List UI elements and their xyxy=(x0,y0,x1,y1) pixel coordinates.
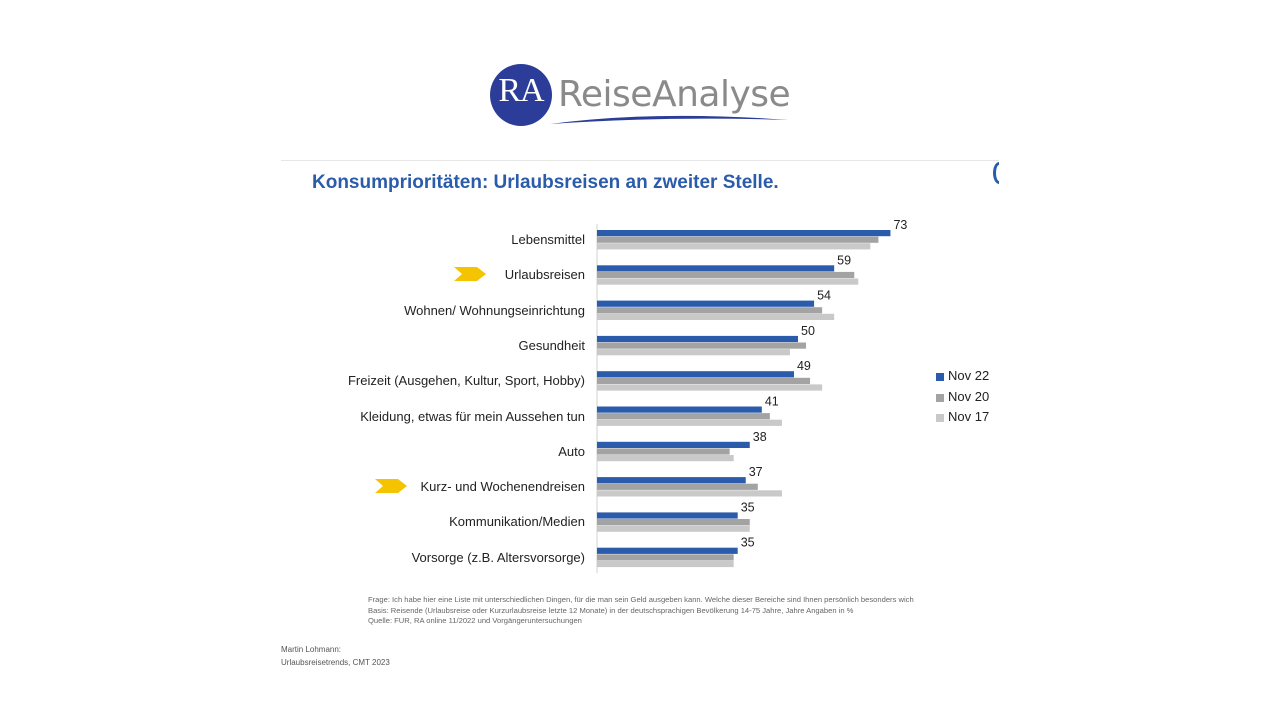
logo-initials: RA xyxy=(498,72,544,109)
bar-nov-20 xyxy=(597,342,807,349)
logo-circle xyxy=(490,64,552,126)
bar-nov-20 xyxy=(597,377,811,384)
legend-label: Nov 22 xyxy=(948,368,990,383)
bar-nov-20 xyxy=(597,483,758,490)
author-name: Martin Lohmann: xyxy=(281,645,342,654)
author-credit: Martin Lohmann: Urlaubsreisetrends, CMT … xyxy=(281,644,390,669)
yellow-chevron-arrow-icon xyxy=(375,479,407,494)
bar-nov-20 xyxy=(597,307,823,314)
divider xyxy=(281,160,999,161)
bar-nov-17 xyxy=(597,384,823,391)
bar-nov-20 xyxy=(597,448,730,455)
bar-chart: 73 59 54 50 49 41 38 37 35 35 xyxy=(596,218,907,573)
logo-swoosh-icon xyxy=(550,115,788,124)
category-label: Lebensmittel xyxy=(511,232,585,247)
bar-nov-22 xyxy=(597,547,738,554)
note-question: Frage: Ich habe hier eine Liste mit unte… xyxy=(368,595,914,604)
corner-mark xyxy=(993,162,999,184)
bar-nov-17 xyxy=(597,313,835,320)
category-label: Vorsorge (z.B. Altersvorsorge) xyxy=(411,549,585,565)
legend-label: Nov 17 xyxy=(948,409,990,424)
bar-nov-22 xyxy=(597,406,762,413)
category-label: Freizeit (Ausgehen, Kultur, Sport, Hobby… xyxy=(347,373,585,389)
category-label: Wohnen/ Wohnungseinrichtung xyxy=(404,302,585,318)
category-label: Gesundheit xyxy=(518,337,586,353)
bar-nov-20 xyxy=(597,554,734,561)
chart-slide: Konsumprioritäten: Urlaubsreisen an zwei… xyxy=(281,160,999,680)
category-label: Auto xyxy=(558,443,585,459)
legend-swatch xyxy=(936,373,944,381)
bar-nov-22 xyxy=(597,477,746,484)
chart-title: Konsumprioritäten: Urlaubsreisen an zwei… xyxy=(312,172,779,193)
logo-wordmark: ReiseAnalyse xyxy=(558,74,791,115)
data-label: 73 xyxy=(893,218,907,232)
bar-nov-17 xyxy=(597,419,782,426)
bar-nov-20 xyxy=(597,271,855,279)
yellow-chevron-arrow-icon xyxy=(454,267,487,282)
legend-label: Nov 20 xyxy=(948,388,990,404)
bar-nov-17 xyxy=(597,525,750,532)
bar-nov-22 xyxy=(597,441,750,448)
author-talk: Urlaubsreisetrends, CMT 2023 xyxy=(281,657,390,667)
bar-nov-22 xyxy=(597,230,891,237)
reiseanalyse-logo: RA ReiseAnalyse xyxy=(488,62,798,134)
category-label: Kurz- und Wochenendreisen xyxy=(420,479,585,495)
data-label: 37 xyxy=(749,465,763,479)
bar-nov-22 xyxy=(597,371,794,378)
bar-nov-20 xyxy=(597,413,770,420)
bar-nov-17 xyxy=(597,560,734,568)
data-label: 49 xyxy=(797,359,811,373)
bar-nov-20 xyxy=(597,519,750,526)
legend-swatch xyxy=(936,414,944,422)
bar-nov-22 xyxy=(597,335,798,343)
bar-nov-17 xyxy=(597,349,790,356)
note-source: Quelle: FUR, RA online 11/2022 und Vorgä… xyxy=(368,616,582,625)
data-label: 35 xyxy=(741,500,755,514)
data-label: 54 xyxy=(817,289,831,303)
legend-swatch xyxy=(936,393,944,402)
data-label: 41 xyxy=(765,395,779,409)
bar-nov-22 xyxy=(597,512,738,519)
bar-nov-22 xyxy=(597,300,815,307)
bar-nov-17 xyxy=(597,490,782,497)
data-label: 59 xyxy=(837,253,851,267)
bar-nov-17 xyxy=(597,455,734,462)
bar-nov-22 xyxy=(597,265,835,272)
category-label: Kleidung, etwas für mein Aussehen tun xyxy=(360,408,585,424)
data-label: 50 xyxy=(801,324,815,338)
note-base: Basis: Reisende (Urlaubsreise oder Kurzu… xyxy=(368,605,854,615)
data-label: 35 xyxy=(741,536,755,550)
bar-nov-17 xyxy=(597,278,859,285)
data-label: 38 xyxy=(753,430,767,444)
category-label: Urlaubsreisen xyxy=(504,267,585,283)
bar-nov-20 xyxy=(597,236,879,243)
bar-nov-17 xyxy=(597,243,871,250)
category-label: Kommunikation/Medien xyxy=(449,514,585,530)
chart-notes: Frage: Ich habe hier eine Liste mit unte… xyxy=(368,595,914,627)
